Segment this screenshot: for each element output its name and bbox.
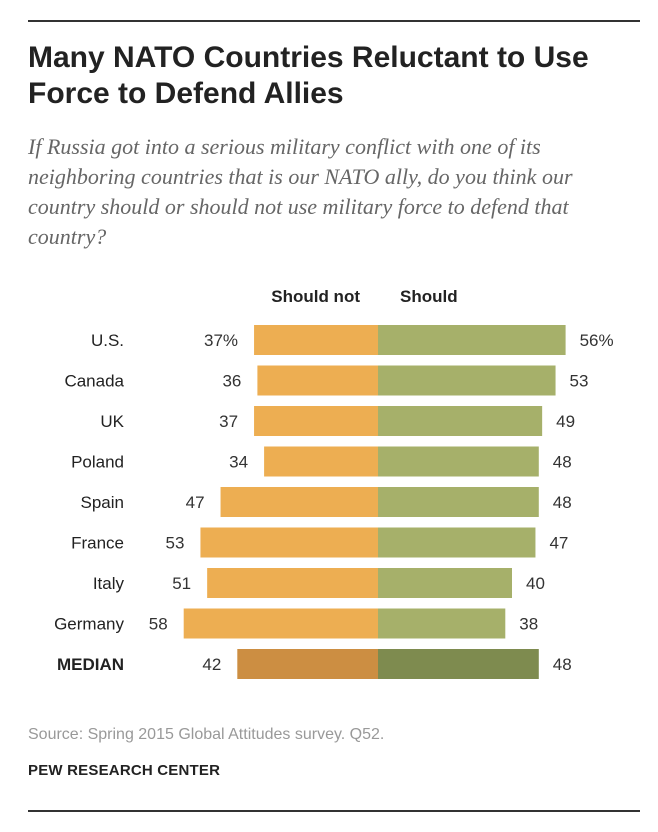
category-label-poland: Poland: [71, 453, 124, 472]
bar-should-poland: [378, 446, 539, 477]
bar-should-not-canada: [257, 365, 378, 396]
org-name: PEW RESEARCH CENTER: [28, 762, 221, 779]
bar-should-not-germany: [183, 608, 378, 639]
bar-should-germany: [378, 608, 506, 639]
bar-should-italy: [378, 568, 512, 598]
value-should-not-poland: 34: [229, 453, 248, 472]
chart-subtitle: If Russia got into a serious military co…: [28, 134, 573, 249]
value-should-not-spain: 47: [186, 493, 205, 512]
legend-should: Should: [400, 287, 458, 306]
value-should-poland: 48: [553, 453, 572, 472]
value-should-germany: 38: [519, 615, 538, 634]
value-should-not-germany: 58: [149, 615, 168, 634]
top-rule: [28, 20, 640, 22]
value-should-not-u-s: 37%: [204, 331, 238, 350]
bar-should-not-uk: [254, 406, 378, 436]
value-should-canada: 53: [570, 372, 589, 391]
category-label-spain: Spain: [81, 493, 124, 512]
bar-should-not-median: [237, 649, 378, 679]
value-should-not-uk: 37: [219, 412, 238, 431]
bar-should-not-poland: [264, 446, 378, 477]
category-label-germany: Germany: [54, 615, 124, 634]
value-should-u-s: 56%: [580, 331, 614, 350]
bottom-rule: [28, 810, 640, 812]
bar-should-canada: [378, 365, 556, 396]
category-label-uk: UK: [100, 412, 124, 431]
legend-should-not: Should not: [271, 287, 360, 306]
category-label-u-s: U.S.: [91, 331, 124, 350]
bar-should-not-u-s: [254, 325, 378, 355]
bar-should-not-italy: [207, 568, 378, 598]
category-label-france: France: [71, 534, 124, 553]
diverging-bar-chart: Should not Should U.S. 37% 56% Canada 36 53 UK 37…: [54, 287, 614, 679]
value-should-not-italy: 51: [172, 574, 191, 593]
source-note: Source: Spring 2015 Global Attitudes sur…: [28, 726, 385, 743]
chart-title: Many NATO Countries Reluctant to Use For…: [28, 41, 589, 110]
bar-should-not-france: [200, 527, 378, 558]
bar-should-not-spain: [220, 487, 378, 517]
value-should-not-canada: 36: [222, 372, 241, 391]
bar-should-u-s: [378, 325, 566, 355]
bar-should-france: [378, 527, 536, 558]
value-should-spain: 48: [553, 493, 572, 512]
value-should-median: 48: [553, 655, 572, 674]
bar-should-median: [378, 649, 539, 679]
value-should-italy: 40: [526, 574, 545, 593]
category-label-median: MEDIAN: [57, 655, 124, 674]
bar-should-uk: [378, 406, 543, 436]
value-should-not-median: 42: [202, 655, 221, 674]
bar-should-spain: [378, 487, 539, 517]
category-label-italy: Italy: [93, 574, 125, 593]
value-should-france: 47: [549, 534, 568, 553]
category-label-canada: Canada: [64, 372, 124, 391]
value-should-uk: 49: [556, 412, 575, 431]
value-should-not-france: 53: [166, 534, 185, 553]
